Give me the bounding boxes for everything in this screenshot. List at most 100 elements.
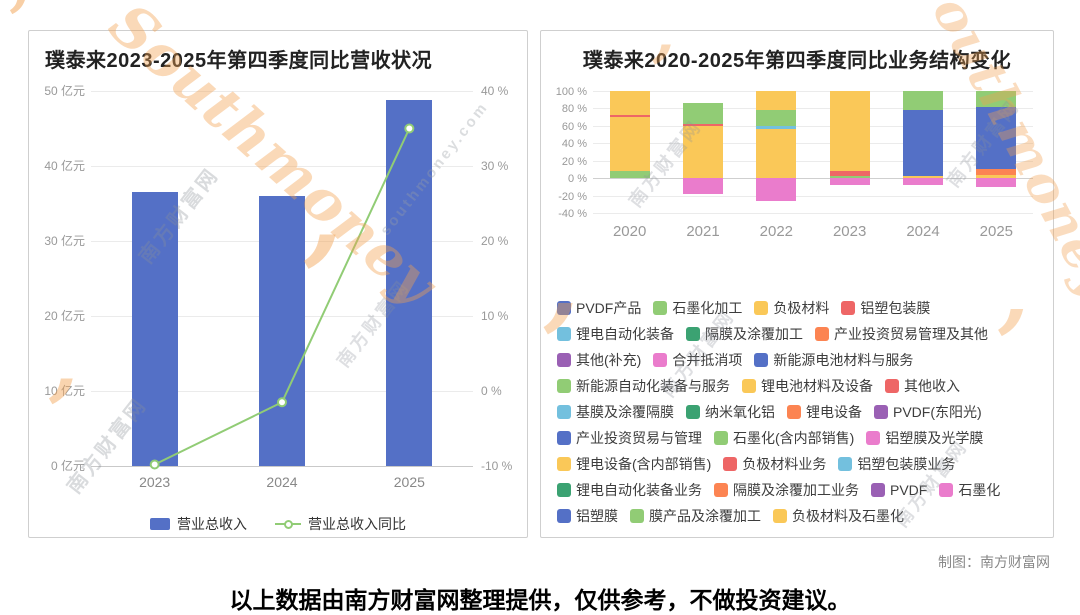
gridline <box>593 195 1033 197</box>
legend-item: 新能源自动化装备与服务 <box>557 377 730 395</box>
stacked-bar-segment <box>976 106 1017 169</box>
structure-chart-panel: 璞泰来2020-2025年第四季度同比业务结构变化 PVDF产品 石墨化加工 负极材… <box>540 30 1054 538</box>
legend-item: 纳米氧化铝 <box>686 403 775 421</box>
legend-label: PVDF <box>890 482 928 498</box>
legend-item: 铝塑包装膜 <box>841 299 930 317</box>
legend-label: 铝塑膜及光学膜 <box>885 430 984 446</box>
legend-label: 石墨化 <box>958 482 1001 498</box>
stacked-bar-segment <box>683 178 723 194</box>
left-chart-title: 璞泰来2023-2025年第四季度同比营收状况 <box>45 50 433 72</box>
legend-label: 营业总收入 <box>177 516 247 532</box>
disclaimer-text: 以上数据由南方财富网整理提供，仅供参考，不做投资建议。 <box>229 587 851 613</box>
x-axis-label: 2024 <box>266 474 298 490</box>
yoy-line-point <box>277 397 287 408</box>
legend-item: 锂电池材料及设备 <box>742 377 873 395</box>
legend-swatch-icon <box>714 431 728 445</box>
legend-item: 锂电设备 <box>787 403 862 421</box>
legend-item: 合并抵消项 <box>653 351 742 369</box>
stacked-bar-segment <box>683 103 723 125</box>
legend-label: 负极材料业务 <box>742 456 827 472</box>
legend-label: 合并抵消项 <box>672 352 743 368</box>
stacked-bar-segment <box>903 110 943 177</box>
y-axis-tick-label: 100 % <box>555 86 587 98</box>
stacked-bar-segment <box>976 91 1017 107</box>
legend-swatch-icon <box>939 483 954 497</box>
legend-item: 负极材料业务 <box>723 455 826 473</box>
legend-label: PVDF产品 <box>576 300 642 316</box>
y-axis-tick-label: 50 亿元 <box>44 84 85 98</box>
legend-swatch-icon <box>686 327 700 341</box>
legend-item: 新能源电池材料与服务 <box>754 351 913 369</box>
y2-axis-tick-label: 30 % <box>481 159 509 173</box>
stacked-bar-segment <box>756 110 797 126</box>
legend-swatch-icon <box>714 483 728 497</box>
structure-chart-legend: PVDF产品 石墨化加工 负极材料 铝塑包装膜锂电自动化装备 隔膜及涂覆加工 产业投资贸易… <box>557 299 1039 525</box>
gridline <box>593 213 1033 214</box>
legend-item: 隔膜及涂覆加工业务 <box>714 481 859 499</box>
legend-swatch-icon <box>885 379 899 393</box>
legend-swatch-icon <box>557 379 571 393</box>
legend-label: 锂电池材料及设备 <box>761 378 873 394</box>
x-axis-label: 2022 <box>759 223 794 240</box>
stacked-bar-segment <box>756 91 797 111</box>
stacked-bar-segment <box>609 117 650 172</box>
y-axis-tick-label: 40 亿元 <box>44 159 85 173</box>
revenue-chart-panel: 璞泰来2023-2025年第四季度同比营收状况 营业总收入 营业总收入同比 0 亿… <box>28 30 528 538</box>
stacked-bar-segment <box>976 174 1017 179</box>
legend-swatch-icon <box>773 509 787 523</box>
gridline <box>593 125 1033 127</box>
legend-swatch-icon <box>557 301 571 315</box>
yoy-line-point <box>149 459 160 470</box>
y-axis-tick-label: 20 亿元 <box>44 309 85 323</box>
legend-label: 锂电自动化装备 <box>576 326 674 342</box>
legend-item: 负极材料 <box>754 299 829 317</box>
legend-label: PVDF(东阳光) <box>893 404 982 420</box>
y-axis-tick-label: 0 亿元 <box>50 459 85 473</box>
structure-plot-area <box>593 91 1033 214</box>
legend-swatch-icon <box>557 483 571 497</box>
x-axis-label: 2025 <box>393 474 425 490</box>
legend-label: 铝塑包装膜 <box>860 300 931 316</box>
legend-line-marker-icon <box>275 520 301 529</box>
credit-text: 制图：南方财富网 <box>938 554 1050 570</box>
legend-swatch-icon <box>686 405 700 419</box>
legend-swatch-icon <box>787 405 801 419</box>
y-axis-tick-label: -40 % <box>558 208 587 220</box>
stacked-bar-segment <box>903 91 943 111</box>
legend-swatch-icon <box>557 353 571 367</box>
legend-swatch-icon <box>754 353 769 367</box>
y-axis-tick-label: 80 % <box>561 103 587 116</box>
stacked-bar-segment <box>903 178 943 186</box>
legend-item: 基膜及涂覆隔膜 <box>557 403 674 421</box>
gridline <box>91 166 473 167</box>
legend-label: 石墨化加工 <box>672 300 743 316</box>
x-axis-label: 2023 <box>139 474 171 490</box>
y2-axis-tick-label: 0 % <box>481 384 502 398</box>
legend-item: 石墨化(含内部销售) <box>714 429 854 447</box>
revenue-bar <box>131 192 178 466</box>
legend-bar-swatch-icon <box>150 518 170 530</box>
stacked-bar-segment <box>756 125 797 130</box>
stacked-bar-segment <box>976 168 1017 175</box>
legend-item: 产业投资贸易管理及其他 <box>815 325 988 343</box>
legend-label: 产业投资贸易管理及其他 <box>834 326 988 342</box>
legend-label: 铝塑包装膜业务 <box>857 456 956 472</box>
legend-label: 锂电设备(含内部销售) <box>576 456 712 472</box>
legend-swatch-icon <box>871 483 885 497</box>
y2-axis-tick-label: 10 % <box>481 309 509 323</box>
legend-label: 新能源电池材料与服务 <box>773 352 914 368</box>
legend-circle-marker-icon <box>284 520 293 529</box>
legend-item-yoy: 营业总收入同比 <box>275 514 406 534</box>
stacked-bar-segment <box>829 171 870 176</box>
x-axis-label: 2020 <box>612 223 647 240</box>
gridline <box>593 108 1033 110</box>
stacked-bar-segment <box>829 175 870 179</box>
yoy-line-point <box>404 123 415 134</box>
legend-label: 隔膜及涂覆加工业务 <box>733 482 859 498</box>
y-axis-tick-label: 0 % <box>568 173 587 186</box>
legend-swatch-icon <box>557 509 571 523</box>
legend-item: 锂电设备(含内部销售) <box>557 455 711 473</box>
legend-label: 负极材料 <box>773 300 830 316</box>
legend-item: 隔膜及涂覆加工 <box>686 325 803 343</box>
